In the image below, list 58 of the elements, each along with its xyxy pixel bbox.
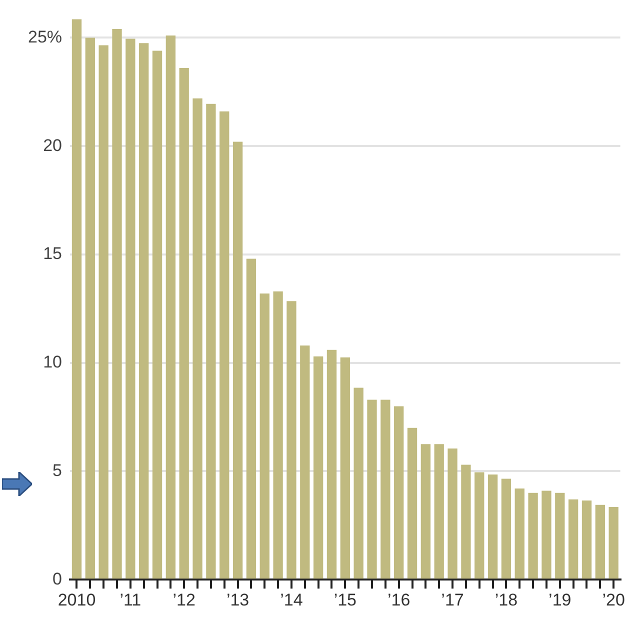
x-tick-label: ’13	[226, 590, 250, 610]
bar	[313, 356, 324, 579]
bar	[232, 142, 243, 579]
bar	[354, 388, 364, 579]
bar	[326, 350, 337, 579]
bar	[300, 346, 310, 579]
bar	[206, 104, 216, 579]
bar	[488, 474, 498, 579]
bar	[367, 400, 377, 579]
bar	[98, 45, 108, 579]
bar	[179, 68, 189, 579]
y-tick-label: 10	[43, 352, 62, 372]
x-tick-label: ’14	[280, 590, 303, 610]
y-tick-label: 15	[43, 244, 62, 264]
bar	[420, 444, 431, 579]
bar	[394, 406, 404, 579]
bar	[286, 301, 296, 579]
bar	[555, 492, 565, 579]
bar	[501, 478, 512, 579]
bar	[152, 50, 162, 579]
x-tick-label: ’20	[602, 590, 625, 610]
x-tick-label: ’19	[548, 590, 572, 610]
bar	[514, 488, 524, 579]
x-tick-label: 2010	[58, 590, 96, 610]
y-tick-label: 5	[52, 460, 62, 480]
bar	[474, 472, 484, 579]
bar	[72, 19, 82, 579]
bar	[246, 258, 256, 579]
bar	[273, 291, 283, 579]
bar	[112, 29, 122, 579]
x-tick-label: ’18	[494, 590, 518, 610]
y-tick-label: 25%	[28, 27, 62, 46]
bar	[192, 98, 202, 579]
x-tick-label: ’11	[120, 590, 142, 610]
bar	[595, 504, 605, 579]
bar	[448, 448, 458, 579]
bar	[380, 400, 390, 579]
x-tick-label: ’16	[388, 590, 410, 610]
bar	[582, 500, 592, 579]
bar	[139, 43, 149, 579]
bar	[85, 38, 95, 579]
x-tick-label: ’12	[172, 590, 196, 610]
y-tick-label: 20	[43, 136, 62, 155]
bar	[434, 444, 444, 579]
bar	[568, 499, 578, 579]
bar	[220, 111, 230, 579]
bar	[542, 490, 552, 579]
bar	[126, 38, 136, 579]
bar	[166, 36, 176, 579]
bar	[260, 293, 270, 579]
x-tick-label: ’17	[441, 590, 464, 610]
bar	[461, 464, 471, 579]
bar	[528, 492, 538, 579]
bar	[608, 506, 618, 579]
bar	[340, 357, 350, 579]
y-tick-label: 0	[52, 569, 62, 588]
x-tick-label: ’15	[334, 590, 357, 610]
bar	[407, 428, 418, 579]
